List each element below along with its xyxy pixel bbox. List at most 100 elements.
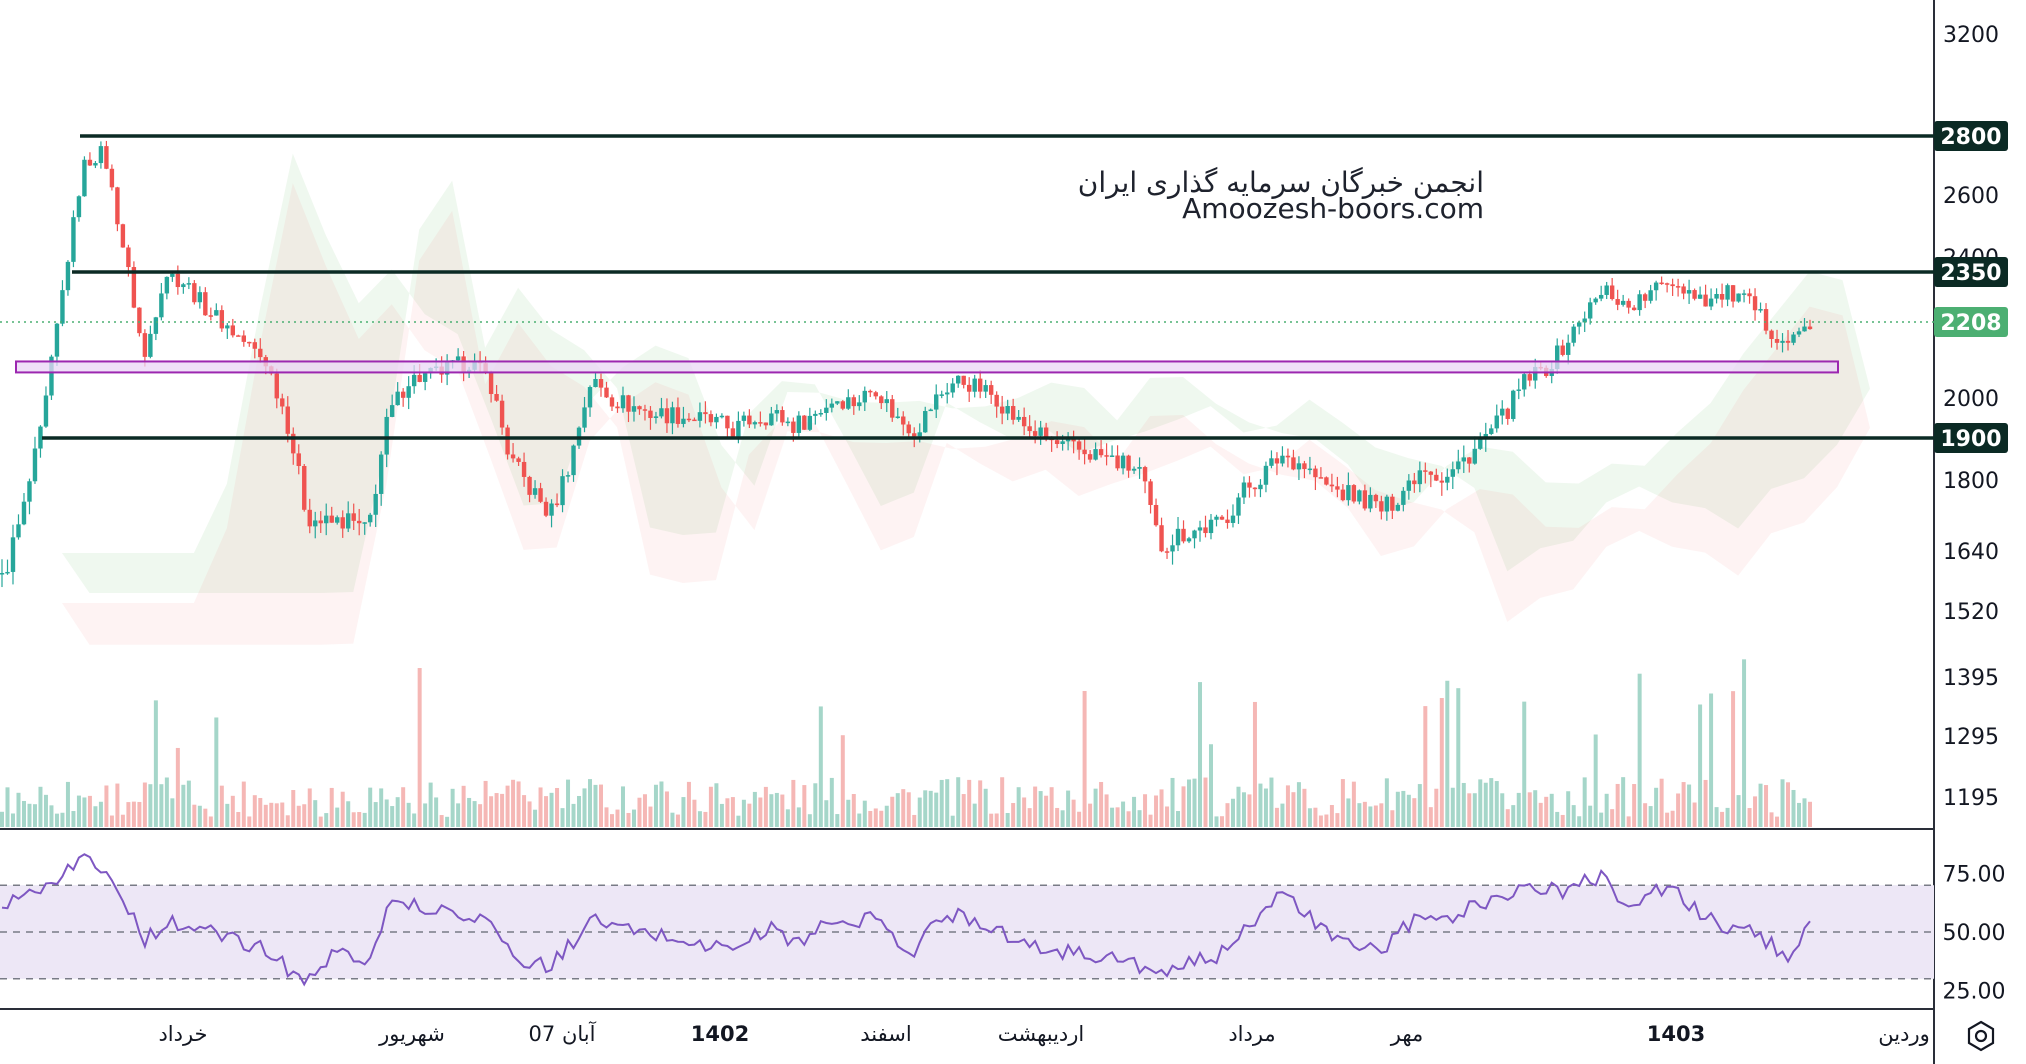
candle[interactable] bbox=[719, 413, 725, 419]
candle[interactable] bbox=[538, 482, 543, 503]
candle[interactable] bbox=[241, 330, 246, 347]
candle[interactable] bbox=[400, 388, 406, 407]
candle[interactable] bbox=[214, 303, 219, 316]
candle[interactable] bbox=[252, 338, 257, 359]
candle[interactable] bbox=[1560, 339, 1565, 357]
candle[interactable] bbox=[1401, 487, 1406, 512]
candle[interactable] bbox=[1796, 327, 1802, 338]
candle[interactable] bbox=[346, 501, 351, 533]
candle[interactable] bbox=[763, 422, 769, 430]
gear-icon[interactable] bbox=[1967, 1020, 1995, 1052]
candle[interactable] bbox=[302, 463, 307, 512]
candle[interactable] bbox=[516, 456, 521, 466]
candle[interactable] bbox=[54, 322, 60, 366]
candle[interactable] bbox=[1274, 452, 1280, 476]
candle[interactable] bbox=[109, 164, 115, 191]
candle[interactable] bbox=[846, 389, 851, 410]
candle[interactable] bbox=[868, 389, 873, 398]
candle[interactable] bbox=[1258, 479, 1263, 498]
candle[interactable] bbox=[813, 410, 818, 425]
candle[interactable] bbox=[659, 397, 664, 419]
candle[interactable] bbox=[994, 391, 999, 418]
candle[interactable] bbox=[1659, 276, 1664, 285]
candle[interactable] bbox=[1467, 457, 1472, 473]
candle[interactable] bbox=[708, 410, 714, 427]
candle[interactable] bbox=[1675, 278, 1681, 297]
candle[interactable] bbox=[1434, 468, 1439, 482]
candle[interactable] bbox=[527, 475, 532, 503]
candle[interactable] bbox=[1445, 468, 1450, 491]
candle[interactable] bbox=[373, 484, 378, 528]
candle[interactable] bbox=[494, 385, 499, 402]
candle[interactable] bbox=[692, 417, 697, 422]
candle[interactable] bbox=[939, 390, 944, 399]
candle[interactable] bbox=[296, 444, 301, 475]
price-axis[interactable]: 3200280026002400235022082000190018001640… bbox=[1934, 23, 2008, 811]
candle[interactable] bbox=[1164, 547, 1170, 559]
candle[interactable] bbox=[1730, 284, 1736, 308]
candle[interactable] bbox=[1285, 448, 1291, 468]
candle[interactable] bbox=[966, 377, 972, 402]
candle[interactable] bbox=[1186, 536, 1192, 544]
candle[interactable] bbox=[16, 514, 21, 540]
candle[interactable] bbox=[631, 396, 637, 422]
candle[interactable] bbox=[510, 443, 516, 463]
candle[interactable] bbox=[93, 161, 98, 169]
candle[interactable] bbox=[950, 378, 955, 398]
candle[interactable] bbox=[609, 394, 615, 412]
candle[interactable] bbox=[1566, 334, 1571, 365]
candle[interactable] bbox=[620, 386, 626, 413]
candle[interactable] bbox=[703, 401, 708, 424]
candle[interactable] bbox=[60, 280, 65, 327]
candle[interactable] bbox=[1395, 502, 1401, 512]
candle[interactable] bbox=[1236, 493, 1241, 524]
candle[interactable] bbox=[1016, 410, 1021, 422]
candle[interactable] bbox=[378, 451, 384, 506]
candle[interactable] bbox=[835, 401, 840, 406]
candle[interactable] bbox=[1785, 330, 1791, 351]
candle[interactable] bbox=[291, 427, 296, 465]
candle[interactable] bbox=[565, 471, 571, 483]
candle[interactable] bbox=[285, 396, 290, 443]
candle[interactable] bbox=[543, 497, 549, 518]
candle[interactable] bbox=[1313, 465, 1318, 491]
candle[interactable] bbox=[1247, 476, 1252, 498]
candle[interactable] bbox=[1175, 517, 1181, 552]
candle[interactable] bbox=[10, 524, 16, 585]
candle[interactable] bbox=[21, 493, 27, 526]
candle[interactable] bbox=[367, 512, 373, 527]
candle[interactable] bbox=[76, 195, 82, 222]
candle[interactable] bbox=[532, 480, 538, 499]
candle[interactable] bbox=[977, 370, 983, 399]
candle[interactable] bbox=[422, 373, 428, 391]
candle[interactable] bbox=[395, 382, 400, 406]
candle[interactable] bbox=[1340, 484, 1346, 502]
candle[interactable] bbox=[1115, 445, 1120, 471]
candle[interactable] bbox=[1791, 331, 1796, 346]
candle[interactable] bbox=[774, 404, 780, 422]
candle[interactable] bbox=[1219, 515, 1225, 521]
candle[interactable] bbox=[554, 493, 560, 508]
candle[interactable] bbox=[1642, 292, 1648, 309]
candle[interactable] bbox=[1653, 280, 1659, 301]
candle[interactable] bbox=[1346, 472, 1351, 506]
candle[interactable] bbox=[357, 508, 362, 536]
candle[interactable] bbox=[1736, 293, 1741, 303]
candle[interactable] bbox=[857, 395, 862, 411]
candle[interactable] bbox=[1747, 288, 1752, 304]
candle[interactable] bbox=[785, 417, 791, 427]
candle[interactable] bbox=[1576, 320, 1582, 335]
candle[interactable] bbox=[1093, 442, 1098, 461]
candle[interactable] bbox=[1071, 430, 1076, 454]
candle[interactable] bbox=[670, 401, 675, 435]
candle[interactable] bbox=[923, 406, 928, 433]
candle[interactable] bbox=[1692, 288, 1697, 301]
candle[interactable] bbox=[1170, 534, 1175, 565]
candle[interactable] bbox=[1598, 285, 1604, 302]
candle[interactable] bbox=[1384, 494, 1390, 521]
candle[interactable] bbox=[313, 511, 318, 539]
candle[interactable] bbox=[1351, 484, 1357, 504]
candle[interactable] bbox=[901, 411, 906, 436]
candle[interactable] bbox=[1230, 504, 1236, 528]
candle[interactable] bbox=[1697, 286, 1703, 299]
